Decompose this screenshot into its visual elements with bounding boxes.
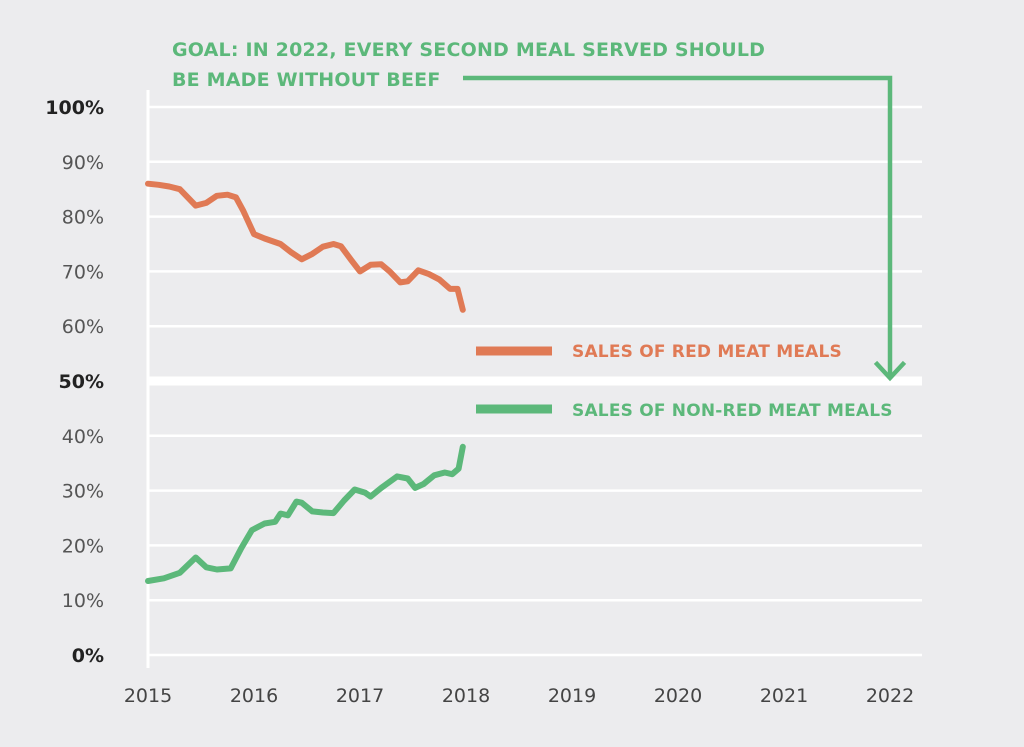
y-tick-label-80: 80%: [62, 207, 104, 229]
gridlines: [148, 105, 922, 657]
y-tick-label-0: 0%: [72, 645, 104, 667]
series-line-non-red-meat: [145, 443, 466, 584]
x-tick-label-2018: 2018: [442, 685, 490, 707]
y-tick-label-20: 20%: [62, 535, 104, 557]
goal-arrowhead: [873, 360, 907, 382]
x-tick-label-2017: 2017: [336, 685, 384, 707]
y-tick-label-70: 70%: [62, 261, 104, 283]
series-lines: [145, 180, 466, 584]
y-tick-label-90: 90%: [62, 152, 104, 174]
series-line-red-meat: [145, 180, 466, 313]
x-tick-label-2015: 2015: [124, 685, 172, 707]
x-tick-label-2016: 2016: [230, 685, 278, 707]
legend: SALES OF RED MEAT MEALS SALES OF NON-RED…: [476, 342, 893, 421]
y-tick-label-10: 10%: [62, 590, 104, 612]
goal-text-line-1: GOAL: IN 2022, EVERY SECOND MEAL SERVED …: [172, 39, 765, 61]
y-tick-label-40: 40%: [62, 426, 104, 448]
x-axis-tick-labels: 2015 2016 2017 2018 2019 2020 2021 2022: [124, 685, 914, 707]
y-tick-label-100: 100%: [45, 97, 104, 119]
x-tick-label-2022: 2022: [866, 685, 914, 707]
legend-label-non-red-meat: SALES OF NON-RED MEAT MEALS: [572, 401, 893, 421]
x-tick-label-2021: 2021: [760, 685, 808, 707]
goal-text-line-2: BE MADE WITHOUT BEEF: [172, 69, 441, 91]
y-axis-tick-labels: 0% 10% 20% 30% 40% 50% 60% 70% 80% 90% 100%: [45, 97, 104, 667]
legend-label-red-meat: SALES OF RED MEAT MEALS: [572, 342, 842, 362]
goal-connector-line: [463, 75, 893, 377]
goal-annotation: GOAL: IN 2022, EVERY SECOND MEAL SERVED …: [172, 39, 907, 382]
x-tick-label-2019: 2019: [548, 685, 596, 707]
y-tick-label-30: 30%: [62, 481, 104, 503]
y-tick-label-50: 50%: [59, 371, 104, 393]
x-tick-label-2020: 2020: [654, 685, 702, 707]
y-tick-label-60: 60%: [62, 316, 104, 338]
